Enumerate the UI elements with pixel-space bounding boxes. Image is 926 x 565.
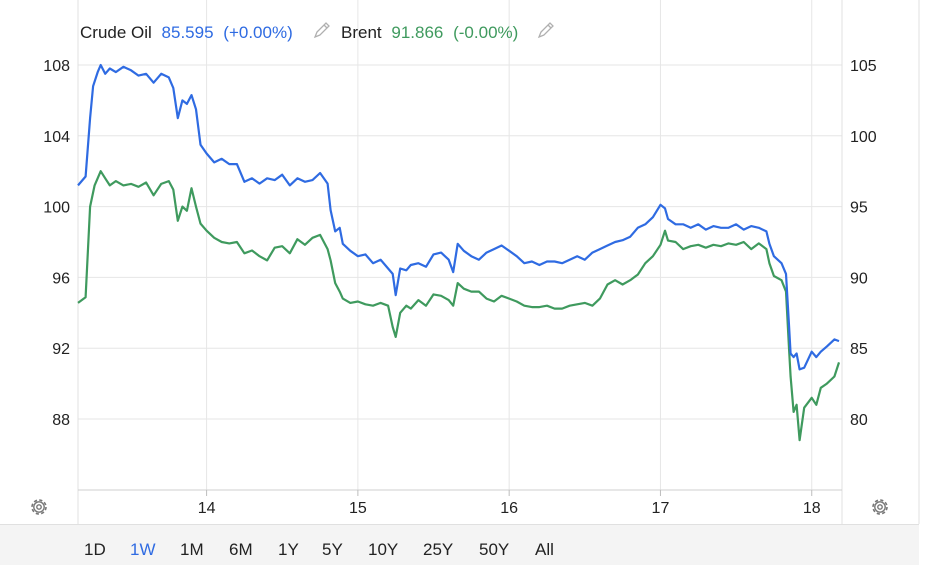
- y-left-tick-label: 108: [43, 58, 70, 75]
- legend-crude-name: Crude Oil: [80, 23, 152, 42]
- y-left-tick-label: 92: [52, 341, 70, 358]
- y-left-tick-label: 88: [52, 412, 70, 429]
- x-tick-label: 15: [349, 500, 367, 517]
- range-50y-button[interactable]: 50Y: [479, 540, 510, 559]
- y-left-tick-label: 104: [43, 129, 70, 146]
- x-tick-label: 17: [652, 500, 670, 517]
- range-1w-button[interactable]: 1W: [130, 540, 156, 559]
- range-6m-button[interactable]: 6M: [229, 540, 253, 559]
- y-right-tick-label: 80: [850, 412, 868, 429]
- legend-brent-value: 91.866: [391, 23, 443, 42]
- pencil-icon[interactable]: [537, 22, 554, 39]
- series-lines: [77, 63, 841, 442]
- legend-crude[interactable]: Crude Oil 85.595 (+0.00%): [80, 23, 293, 42]
- range-25y-button[interactable]: 25Y: [423, 540, 454, 559]
- y-right-tick-label: 95: [850, 200, 868, 217]
- x-tick-label: 14: [198, 500, 216, 517]
- range-all-button[interactable]: All: [535, 540, 554, 559]
- y-right-tick-label: 105: [850, 58, 877, 75]
- legend: Crude Oil 85.595 (+0.00%) Brent 91.866 (…: [80, 22, 554, 42]
- y-right-tick-label: 85: [850, 341, 868, 358]
- range-1y-button[interactable]: 1Y: [278, 540, 299, 559]
- x-tick-label: 16: [500, 500, 518, 517]
- y-right-tick-label: 90: [850, 270, 868, 287]
- y-axis-right: 105 100 95 90 85 80: [850, 58, 877, 429]
- pencil-icon[interactable]: [313, 22, 330, 39]
- range-5y-button[interactable]: 5Y: [322, 540, 343, 559]
- gear-icon[interactable]: [31, 499, 47, 515]
- crude-oil-line: [77, 63, 840, 371]
- legend-brent-change: (-0.00%): [453, 23, 518, 42]
- range-10y-button[interactable]: 10Y: [368, 540, 399, 559]
- grid-lines: [78, 0, 842, 490]
- y-axis-left: 108 104 100 96 92 88: [43, 58, 70, 429]
- legend-crude-value: 85.595: [162, 23, 214, 42]
- y-right-tick-label: 100: [850, 129, 877, 146]
- x-axis: 14 15 16 17 18: [198, 490, 821, 517]
- legend-crude-change: (+0.00%): [223, 23, 292, 42]
- x-tick-label: 18: [803, 500, 821, 517]
- range-1d-button[interactable]: 1D: [84, 540, 106, 559]
- y-left-tick-label: 96: [52, 270, 70, 287]
- y-left-tick-label: 100: [43, 200, 70, 217]
- brent-line: [77, 170, 841, 442]
- range-1m-button[interactable]: 1M: [180, 540, 204, 559]
- range-selector: 1D 1W 1M 6M 1Y 5Y 10Y 25Y 50Y All: [0, 524, 919, 565]
- legend-brent-name: Brent: [341, 23, 382, 42]
- legend-brent[interactable]: Brent 91.866 (-0.00%): [341, 23, 518, 42]
- gear-icon[interactable]: [872, 499, 888, 515]
